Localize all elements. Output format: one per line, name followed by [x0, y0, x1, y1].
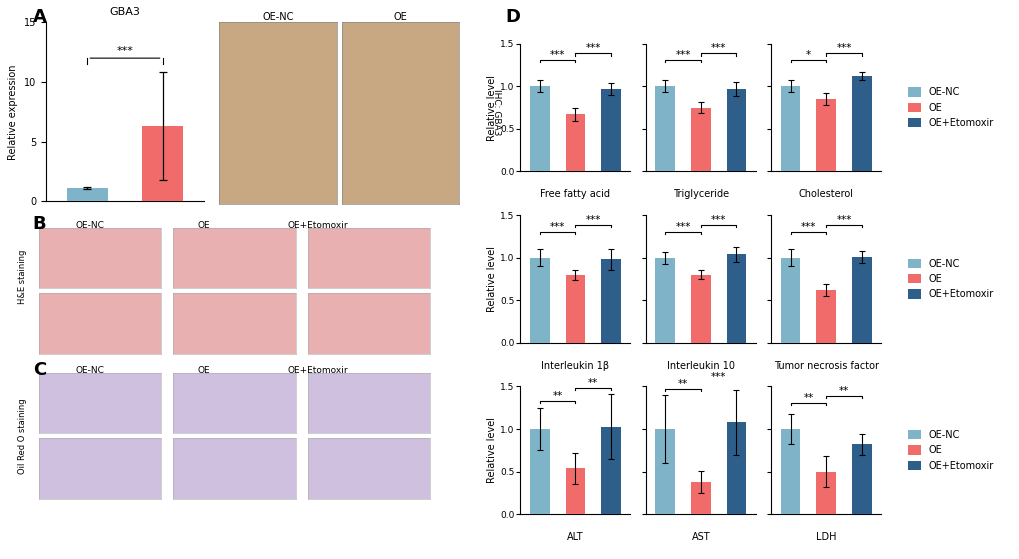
- Text: Triglyceride: Triglyceride: [672, 190, 729, 200]
- Text: ***: ***: [710, 372, 726, 382]
- Y-axis label: Relative level: Relative level: [487, 418, 497, 484]
- Text: **: **: [803, 393, 813, 403]
- Text: **: **: [552, 391, 562, 401]
- Text: AST: AST: [691, 532, 709, 542]
- Bar: [600, 427, 620, 514]
- Bar: [530, 258, 549, 343]
- Text: OE: OE: [198, 221, 210, 230]
- Text: **: **: [587, 378, 597, 388]
- Bar: [851, 257, 870, 343]
- Y-axis label: Relative level: Relative level: [487, 246, 497, 312]
- Title: OE: OE: [393, 12, 407, 22]
- Bar: [655, 258, 675, 343]
- Text: ***: ***: [549, 50, 565, 60]
- Text: Free fatty acid: Free fatty acid: [540, 190, 609, 200]
- Bar: [690, 274, 710, 343]
- Text: ***: ***: [710, 215, 726, 225]
- Text: **: **: [838, 386, 848, 396]
- Text: *: *: [805, 50, 810, 60]
- Text: D: D: [504, 8, 520, 26]
- Bar: [655, 429, 675, 514]
- Text: OE-NC: OE-NC: [75, 221, 104, 230]
- Y-axis label: Relative level: Relative level: [487, 74, 497, 140]
- Bar: [781, 86, 800, 172]
- Text: ***: ***: [800, 222, 815, 231]
- Bar: [726, 89, 745, 172]
- Legend: OE-NC, OE, OE+Etomoxir: OE-NC, OE, OE+Etomoxir: [906, 258, 995, 300]
- Text: OE+Etomoxir: OE+Etomoxir: [287, 221, 348, 230]
- Text: ***: ***: [710, 44, 726, 54]
- Text: GBA3: GBA3: [109, 7, 141, 17]
- Bar: [600, 259, 620, 343]
- Text: IHC: GBA3: IHC: GBA3: [492, 89, 500, 135]
- Bar: [815, 472, 836, 514]
- Bar: [66, 188, 108, 201]
- Bar: [781, 258, 800, 343]
- Bar: [726, 422, 745, 514]
- Bar: [726, 254, 745, 343]
- Text: OE-NC: OE-NC: [75, 366, 104, 375]
- Text: ***: ***: [836, 215, 851, 225]
- Text: ***: ***: [585, 215, 600, 225]
- Text: ALT: ALT: [567, 532, 583, 542]
- Bar: [530, 86, 549, 172]
- Text: Interleukin 1β: Interleukin 1β: [541, 361, 608, 371]
- Text: H&E staining: H&E staining: [18, 249, 26, 304]
- Text: Oil Red O staining: Oil Red O staining: [18, 398, 26, 474]
- Bar: [565, 115, 585, 172]
- Text: ***: ***: [116, 46, 133, 56]
- Bar: [655, 86, 675, 172]
- Text: ***: ***: [836, 44, 851, 54]
- Text: Tumor necrosis factor: Tumor necrosis factor: [773, 361, 877, 371]
- Bar: [851, 76, 870, 172]
- Bar: [600, 89, 620, 172]
- Text: ***: ***: [585, 44, 600, 54]
- Bar: [690, 482, 710, 514]
- Y-axis label: Relative expression: Relative expression: [8, 64, 18, 159]
- Text: OE: OE: [198, 366, 210, 375]
- Text: OE+Etomoxir: OE+Etomoxir: [287, 366, 348, 375]
- Bar: [690, 107, 710, 172]
- Text: ***: ***: [549, 222, 565, 231]
- Bar: [815, 99, 836, 172]
- Text: LDH: LDH: [815, 532, 836, 542]
- Legend: OE-NC, OE, OE+Etomoxir: OE-NC, OE, OE+Etomoxir: [906, 429, 995, 472]
- Text: C: C: [33, 361, 46, 378]
- Text: ***: ***: [675, 50, 690, 60]
- Bar: [530, 429, 549, 514]
- Bar: [781, 429, 800, 514]
- Text: Interleukin 10: Interleukin 10: [666, 361, 734, 371]
- Text: ***: ***: [675, 222, 690, 231]
- Bar: [565, 274, 585, 343]
- Bar: [565, 468, 585, 514]
- Title: OE-NC: OE-NC: [262, 12, 293, 22]
- Bar: [142, 126, 183, 201]
- Text: B: B: [33, 215, 46, 233]
- Text: **: **: [678, 378, 688, 389]
- Legend: OE-NC, OE, OE+Etomoxir: OE-NC, OE, OE+Etomoxir: [906, 86, 995, 129]
- Bar: [851, 444, 870, 514]
- Text: A: A: [33, 8, 47, 26]
- Bar: [815, 290, 836, 343]
- Legend: OE-NC, OE: OE-NC, OE: [222, 27, 279, 55]
- Text: Cholesterol: Cholesterol: [798, 190, 853, 200]
